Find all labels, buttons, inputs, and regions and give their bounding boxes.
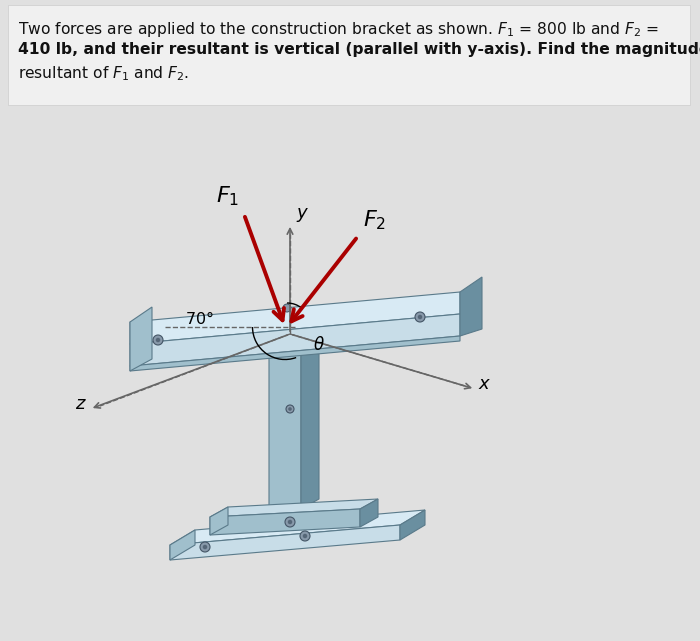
Polygon shape	[130, 307, 152, 371]
Circle shape	[200, 542, 210, 552]
Text: $y$: $y$	[296, 206, 309, 224]
Polygon shape	[210, 509, 360, 535]
FancyBboxPatch shape	[8, 5, 690, 105]
Circle shape	[288, 520, 293, 524]
Circle shape	[288, 407, 292, 411]
Polygon shape	[130, 292, 460, 344]
Circle shape	[418, 315, 422, 319]
Polygon shape	[360, 499, 378, 527]
Text: $F_1$: $F_1$	[216, 184, 239, 208]
Circle shape	[302, 534, 307, 538]
Text: Two forces are applied to the construction bracket as shown. $F_1$ = 800 lb and : Two forces are applied to the constructi…	[18, 20, 659, 39]
Text: $x$: $x$	[478, 375, 491, 393]
Polygon shape	[269, 333, 301, 517]
Polygon shape	[130, 336, 460, 371]
Polygon shape	[210, 499, 378, 517]
Polygon shape	[130, 314, 460, 366]
Circle shape	[283, 304, 291, 312]
Text: resultant of $F_1$ and $F_2$.: resultant of $F_1$ and $F_2$.	[18, 64, 189, 83]
Text: $\theta$: $\theta$	[313, 336, 325, 354]
Text: $70°$: $70°$	[185, 311, 214, 328]
Text: $z$: $z$	[75, 395, 87, 413]
Circle shape	[415, 312, 425, 322]
Circle shape	[155, 338, 160, 342]
Circle shape	[286, 405, 294, 413]
Polygon shape	[301, 323, 319, 509]
Polygon shape	[210, 507, 228, 535]
Polygon shape	[170, 530, 195, 560]
Polygon shape	[170, 525, 400, 560]
Text: 410 lb, and their resultant is vertical (parallel with y-axis). Find the magnitu: 410 lb, and their resultant is vertical …	[18, 42, 700, 57]
Circle shape	[300, 531, 310, 541]
Circle shape	[203, 545, 207, 549]
Circle shape	[153, 335, 163, 345]
Polygon shape	[170, 510, 425, 545]
Polygon shape	[460, 277, 482, 336]
Text: $F_2$: $F_2$	[363, 208, 386, 232]
Circle shape	[285, 517, 295, 527]
Polygon shape	[400, 510, 425, 540]
